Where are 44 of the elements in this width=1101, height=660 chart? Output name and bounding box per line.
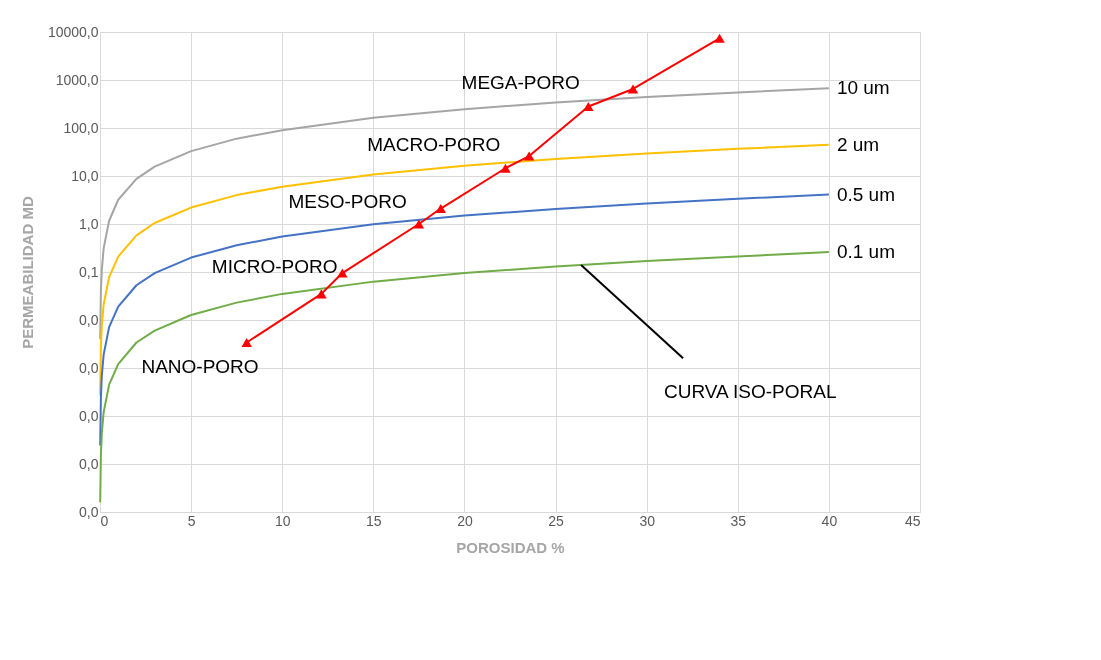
x-axis-title: POROSIDAD % [456,538,565,556]
point [523,151,535,161]
x-tick-label: 20 [457,512,473,529]
point [413,219,425,229]
y-tick-label: 0,0 [79,407,99,424]
y-axis-title: PERMEABILIDAD MD [18,196,36,349]
y-tick-label: 10,0 [71,167,99,184]
y-tick-label: 1,0 [79,215,99,232]
y-tick-label: 0,0 [79,359,99,376]
series-label: 0.5 um [836,183,895,205]
line-series [99,87,830,341]
x-tick-label: 45 [904,512,921,529]
x-tick-label: 30 [639,512,656,529]
point [714,33,725,43]
series-label: 0.1 um [836,241,895,263]
point [337,268,348,278]
y-tick-label: 100,0 [63,119,99,136]
annotation: MEGA-PORO [461,72,580,94]
series-label: 10 um [836,77,890,99]
y-tick-label: 0,0 [79,311,99,328]
y-tick-label: 0,0 [79,455,99,472]
y-tick-label: 0,1 [79,263,99,280]
y-tick-label: 0,0 [79,503,99,520]
point [435,203,446,214]
point [316,289,327,299]
x-tick-label: 0 [100,512,109,529]
x-tick-label: 40 [821,512,838,529]
point [241,337,252,348]
point [583,102,594,112]
annotation: MESO-PORO [288,191,407,213]
annotation: NANO-PORO [141,355,259,377]
point [500,163,511,173]
point [627,84,639,94]
annotation: CURVA ISO-PORAL [664,381,837,402]
series-label: 2 um [836,133,880,155]
y-tick-label: 10000,0 [47,23,99,40]
x-tick-label: 35 [730,512,747,529]
y-tick-label: 1000,0 [55,71,99,88]
x-tick-label: 15 [366,512,382,529]
annotation: MICRO-PORO [211,256,338,278]
x-tick-label: 10 [274,512,291,529]
x-tick-label: 5 [187,512,196,529]
x-tick-label: 25 [548,512,565,529]
annotation: MACRO-PORO [367,134,501,156]
